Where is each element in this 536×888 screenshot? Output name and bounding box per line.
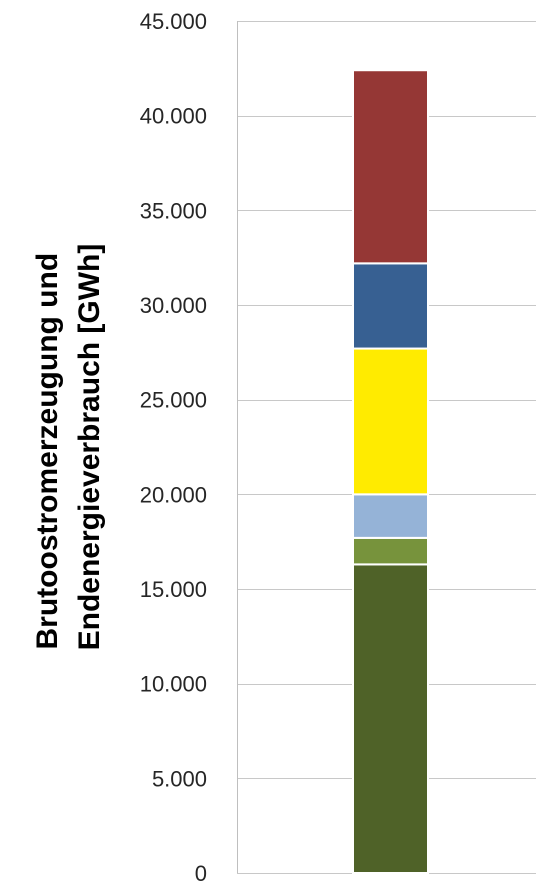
y-tick-labels: 0 5.000 10.000 15.000 20.000 25.000 30.000 35.0… <box>140 9 207 886</box>
y-axis-title: Brutoostromerzeugung und Endenergieverbr… <box>31 244 106 651</box>
bar-segments <box>352 69 429 874</box>
y-tick-label: 35.000 <box>140 198 207 223</box>
bar-segment-6 <box>352 69 429 265</box>
y-tick-label: 10.000 <box>140 672 207 697</box>
bar-segment-1 <box>352 563 429 874</box>
y-axis-title-line-1: Brutoostromerzeugung und <box>31 253 64 650</box>
bar-segment-4 <box>352 347 429 496</box>
y-tick-label: 20.000 <box>140 482 207 507</box>
y-tick-label: 40.000 <box>140 104 207 129</box>
bar-segment-5 <box>352 262 429 350</box>
y-tick-label: 15.000 <box>140 577 207 602</box>
y-tick-label: 25.000 <box>140 388 207 413</box>
bar-segment-3 <box>352 493 429 539</box>
y-tick-label: 45.000 <box>140 9 207 34</box>
y-tick-label: 0 <box>195 861 207 886</box>
y-tick-label: 30.000 <box>140 293 207 318</box>
bar-segment-2 <box>352 536 429 566</box>
y-axis-title-line-2: Endenergieverbrauch [GWh] <box>73 244 106 651</box>
y-tick-label: 5.000 <box>152 766 207 791</box>
